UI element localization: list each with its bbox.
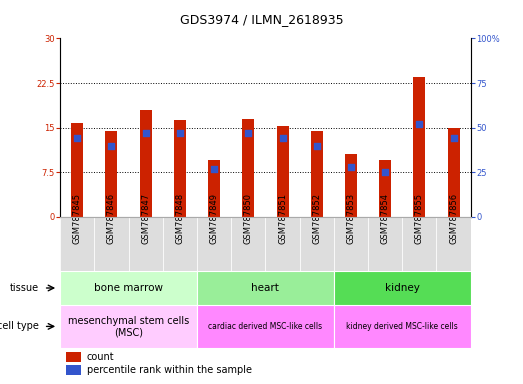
Bar: [300, 217, 334, 271]
Text: cell type: cell type: [0, 321, 39, 331]
Point: [142, 130, 150, 136]
Text: GSM787855: GSM787855: [415, 193, 424, 244]
Text: mesenchymal stem cells
(MSC): mesenchymal stem cells (MSC): [68, 316, 189, 337]
Text: GSM787848: GSM787848: [175, 193, 185, 244]
Bar: [197, 305, 334, 348]
Text: GSM787853: GSM787853: [346, 193, 356, 244]
Bar: [345, 154, 357, 217]
Text: GSM787846: GSM787846: [107, 193, 116, 244]
Bar: [94, 217, 129, 271]
Bar: [60, 271, 197, 305]
Bar: [208, 161, 220, 217]
Text: percentile rank within the sample: percentile rank within the sample: [87, 365, 252, 376]
Point: [176, 130, 184, 136]
Bar: [197, 271, 334, 305]
Point: [449, 135, 458, 141]
Text: count: count: [87, 352, 115, 362]
Bar: [448, 127, 460, 217]
Point: [381, 169, 389, 175]
Text: GSM787856: GSM787856: [449, 193, 458, 244]
Point: [244, 130, 253, 136]
Point: [278, 135, 287, 141]
Bar: [379, 161, 391, 217]
Bar: [197, 217, 231, 271]
Bar: [277, 126, 289, 217]
Text: GSM787854: GSM787854: [381, 193, 390, 244]
Bar: [163, 217, 197, 271]
Text: bone marrow: bone marrow: [94, 283, 163, 293]
Bar: [129, 217, 163, 271]
Bar: [106, 131, 118, 217]
Text: GSM787852: GSM787852: [312, 193, 321, 244]
Bar: [334, 271, 471, 305]
Bar: [231, 217, 266, 271]
Point: [73, 135, 82, 141]
Text: tissue: tissue: [10, 283, 39, 293]
Bar: [368, 217, 402, 271]
Text: GDS3974 / ILMN_2618935: GDS3974 / ILMN_2618935: [180, 13, 343, 26]
Bar: [242, 119, 254, 217]
Text: GSM787847: GSM787847: [141, 193, 150, 244]
Text: cardiac derived MSC-like cells: cardiac derived MSC-like cells: [208, 322, 323, 331]
Bar: [311, 131, 323, 217]
Point: [107, 142, 116, 149]
Bar: [66, 353, 81, 362]
Point: [347, 164, 355, 170]
Bar: [60, 305, 197, 348]
Bar: [413, 77, 425, 217]
Text: kidney derived MSC-like cells: kidney derived MSC-like cells: [346, 322, 458, 331]
Text: GSM787850: GSM787850: [244, 193, 253, 244]
Bar: [437, 217, 471, 271]
Bar: [402, 217, 437, 271]
Point: [210, 166, 218, 172]
Point: [313, 142, 321, 149]
Bar: [66, 366, 81, 375]
Text: GSM787849: GSM787849: [210, 193, 219, 244]
Bar: [266, 217, 300, 271]
Text: GSM787851: GSM787851: [278, 193, 287, 244]
Point: [415, 121, 424, 127]
Text: kidney: kidney: [385, 283, 420, 293]
Bar: [71, 123, 83, 217]
Bar: [334, 305, 471, 348]
Bar: [140, 110, 152, 217]
Bar: [174, 120, 186, 217]
Bar: [334, 217, 368, 271]
Bar: [60, 217, 94, 271]
Text: heart: heart: [252, 283, 279, 293]
Text: GSM787845: GSM787845: [73, 193, 82, 244]
